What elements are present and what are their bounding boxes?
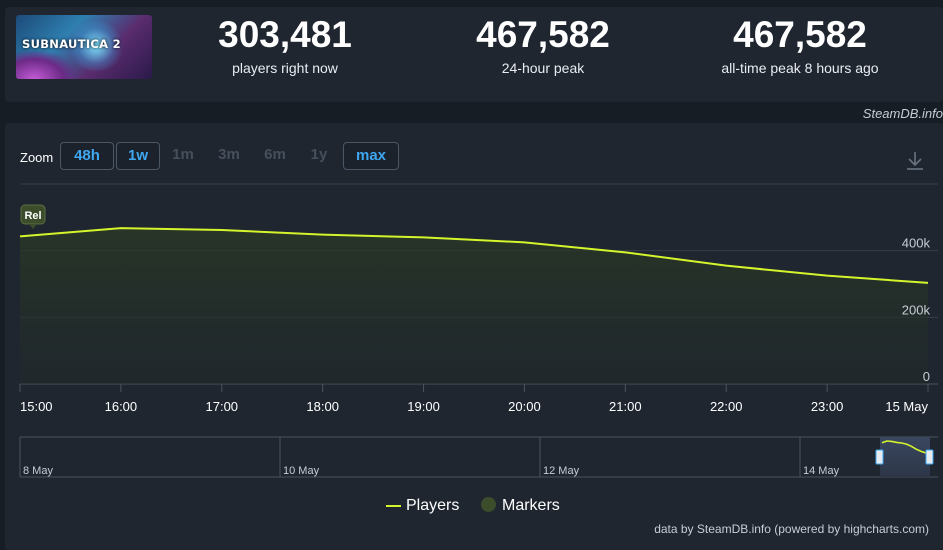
x-tick-label: 16:00	[105, 399, 138, 414]
zoom-button-max[interactable]: max	[343, 142, 399, 170]
day-peak-value: 467,582	[476, 14, 610, 55]
legend-markers-label: Markers	[502, 497, 560, 514]
players-area	[20, 228, 928, 384]
download-icon[interactable]	[905, 150, 925, 177]
x-tick-label: 22:00	[710, 399, 743, 414]
y-tick-label: 0	[923, 369, 930, 384]
current-players-label: players right now	[232, 60, 338, 76]
x-tick-label: 23:00	[811, 399, 844, 414]
zoom-button-6m[interactable]: 6m	[264, 146, 286, 163]
zoom-button-1y[interactable]: 1y	[310, 146, 328, 163]
day-peak-stat: 467,582 24-hour peak	[423, 14, 663, 76]
y-tick-label: 400k	[902, 236, 931, 251]
day-peak-label: 24-hour peak	[501, 60, 585, 76]
legend-players[interactable]: Players	[386, 497, 459, 515]
x-tick-label: 17:00	[206, 399, 239, 414]
series-area	[20, 228, 928, 384]
legend-players-label: Players	[406, 497, 460, 514]
y-axis: 0 200k 400k	[902, 236, 931, 384]
zoom-button-1m[interactable]: 1m	[172, 146, 194, 163]
zoom-button-1w[interactable]: 1w	[116, 142, 160, 170]
x-tick-label: 18:00	[306, 399, 339, 414]
release-marker-label: Rel	[24, 210, 41, 222]
navigator-series-line	[881, 440, 927, 454]
navigator[interactable]: 8 May 10 May 12 May 14 May	[19, 436, 938, 478]
current-players-value: 303,481	[218, 14, 352, 55]
navigator-handle-right[interactable]	[925, 449, 934, 465]
stats-header	[5, 7, 943, 102]
navigator-handle-left[interactable]	[875, 449, 884, 465]
navigator-label: 14 May	[803, 465, 840, 477]
series-line[interactable]	[19, 227, 929, 284]
players-line[interactable]	[19, 227, 929, 284]
zoom-button-3m[interactable]: 3m	[218, 146, 240, 163]
x-tick-label: 15 May	[885, 399, 928, 414]
x-tick-label: 19:00	[407, 399, 440, 414]
navigator-label: 12 May	[543, 465, 580, 477]
coral-decoration	[16, 51, 76, 79]
diver-glow	[66, 21, 126, 71]
navigator-label: 10 May	[283, 465, 320, 477]
steamdb-credit[interactable]: SteamDB.info	[862, 106, 943, 121]
x-axis: 15:00 16:00 17:00 18:00 19:00 20:00 21:00 22:00…	[19, 384, 929, 414]
y-tick-label: 200k	[902, 302, 931, 317]
current-players-stat: 303,481 players right now	[165, 14, 405, 76]
zoom-label: Zoom	[20, 150, 54, 165]
x-tick-label: 15:00	[20, 399, 53, 414]
navigator-label: 8 May	[23, 465, 53, 477]
game-cover-image[interactable]: SUBNAUTICA 2	[16, 15, 152, 79]
legend-markers[interactable]: Markers	[481, 497, 560, 515]
release-marker[interactable]: Rel	[20, 204, 46, 229]
legend-line-icon	[386, 504, 401, 507]
highcharts-credit[interactable]: data by SteamDB.info (powered by highcha…	[654, 522, 929, 536]
all-time-peak-stat: 467,582 all-time peak 8 hours ago	[680, 14, 920, 76]
x-tick-label: 20:00	[508, 399, 541, 414]
zoom-button-48h[interactable]: 48h	[60, 142, 114, 170]
all-time-peak-label: all-time peak 8 hours ago	[721, 60, 879, 76]
all-time-peak-value: 467,582	[733, 14, 867, 55]
game-logo: SUBNAUTICA 2	[22, 37, 121, 51]
x-tick-label: 21:00	[609, 399, 642, 414]
release-marker-pointer	[29, 224, 37, 229]
legend-dot-icon	[481, 497, 496, 512]
